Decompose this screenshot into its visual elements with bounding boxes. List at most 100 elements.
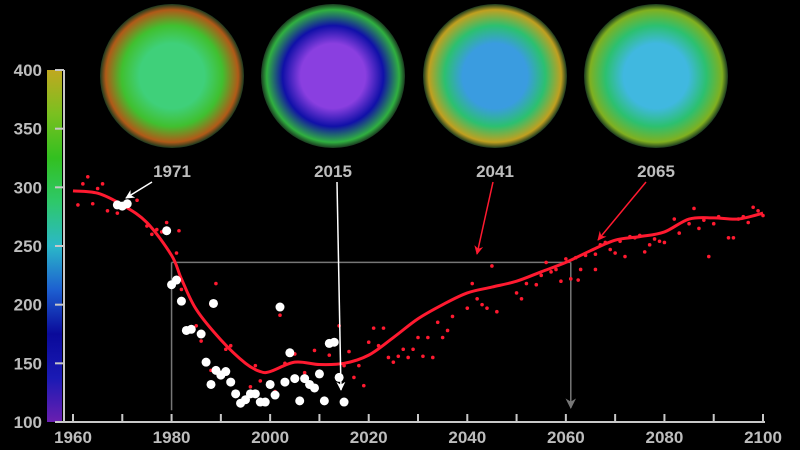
model-point (347, 349, 351, 354)
observed-point (241, 395, 250, 405)
model-point (524, 281, 529, 286)
observed-point (319, 396, 329, 406)
model-point (357, 363, 361, 368)
observed-point (226, 377, 236, 387)
model-point (726, 235, 731, 240)
x-tick-label: 2100 (744, 428, 782, 447)
model-point (85, 174, 90, 179)
observed-point (122, 199, 132, 209)
observed-point (196, 329, 206, 339)
model-point (706, 254, 711, 259)
model-point (549, 270, 553, 274)
model-point (100, 182, 105, 186)
model-point (613, 251, 617, 255)
observed-point (250, 389, 260, 399)
model-point (214, 281, 218, 286)
axes: 100 150 200 250 300 350 400 1960 1980 2000 2020 204… (14, 61, 782, 447)
model-point (253, 363, 258, 368)
model-point (352, 375, 356, 380)
globe-label-2041: 2041 (476, 162, 514, 181)
model-point (578, 267, 583, 272)
model-point (480, 302, 484, 307)
model-point (702, 218, 706, 222)
model-point (258, 379, 263, 383)
arrow-2015 (336, 181, 346, 391)
model-point (312, 348, 317, 353)
globe-2015 (261, 4, 405, 148)
model-point (199, 339, 203, 343)
observed-point (260, 397, 270, 407)
y-tick-label: 100 (14, 413, 42, 432)
arrow-1971 (125, 181, 153, 199)
observed-point (329, 337, 339, 347)
x-tick-label: 1980 (153, 428, 191, 447)
model-point (386, 355, 391, 360)
observed-point (176, 296, 186, 306)
model-point (539, 273, 544, 278)
observed-point (221, 367, 231, 377)
x-tick-label: 2040 (448, 428, 486, 447)
globe-labels: 1971 2015 2041 2065 (153, 162, 675, 181)
model-point (756, 209, 760, 213)
observed-point (339, 397, 349, 407)
globe-1971 (100, 4, 244, 148)
model-point (302, 370, 307, 375)
observed-point (201, 357, 211, 367)
x-tick-label: 2000 (251, 428, 289, 447)
observed-points (112, 199, 349, 408)
model-point (672, 217, 677, 221)
model-point (164, 220, 169, 225)
model-point (115, 211, 120, 215)
model-point (662, 240, 667, 245)
model-point (652, 237, 657, 241)
y-tick-label: 400 (14, 61, 42, 80)
y-tick-label: 250 (14, 237, 42, 256)
globes (100, 4, 728, 148)
globe-2065 (584, 4, 728, 148)
observed-point (334, 372, 344, 382)
model-point (416, 335, 420, 340)
model-point (554, 267, 558, 272)
arrow-2065 (597, 181, 647, 241)
x-tick-label: 2060 (547, 428, 585, 447)
model-point (751, 205, 755, 210)
model-point (411, 347, 415, 352)
model-point (519, 297, 524, 301)
model-point (223, 347, 228, 352)
model-point (475, 297, 479, 301)
globe-label-2015: 2015 (314, 162, 352, 181)
model-point (194, 323, 199, 328)
model-point (76, 203, 80, 207)
model-point (746, 220, 751, 225)
y-tick-label: 200 (14, 296, 42, 315)
model-point (179, 287, 184, 292)
model-point (593, 252, 598, 257)
model-point (95, 186, 100, 191)
model-point (401, 347, 406, 352)
model-point (534, 282, 539, 287)
model-point (421, 354, 425, 359)
model-point (692, 206, 696, 211)
model-point (490, 264, 494, 268)
model-point (174, 251, 179, 255)
model-point (445, 328, 450, 333)
x-tick-label: 1960 (54, 428, 92, 447)
model-point (371, 326, 376, 330)
model-point (135, 198, 139, 203)
model-point (657, 239, 662, 244)
observed-point (208, 298, 218, 308)
annotation-arrows (125, 181, 647, 391)
model-point (430, 355, 435, 360)
model-point (366, 340, 371, 345)
model-point (327, 353, 332, 357)
model-point (105, 209, 110, 213)
model-point (150, 232, 154, 237)
model-point (495, 309, 499, 314)
observed-point (280, 377, 290, 387)
x-tick-label: 2020 (350, 428, 388, 447)
reference-lines (170, 261, 577, 411)
model-point (697, 226, 701, 231)
model-point (426, 335, 430, 340)
model-point (564, 257, 568, 261)
